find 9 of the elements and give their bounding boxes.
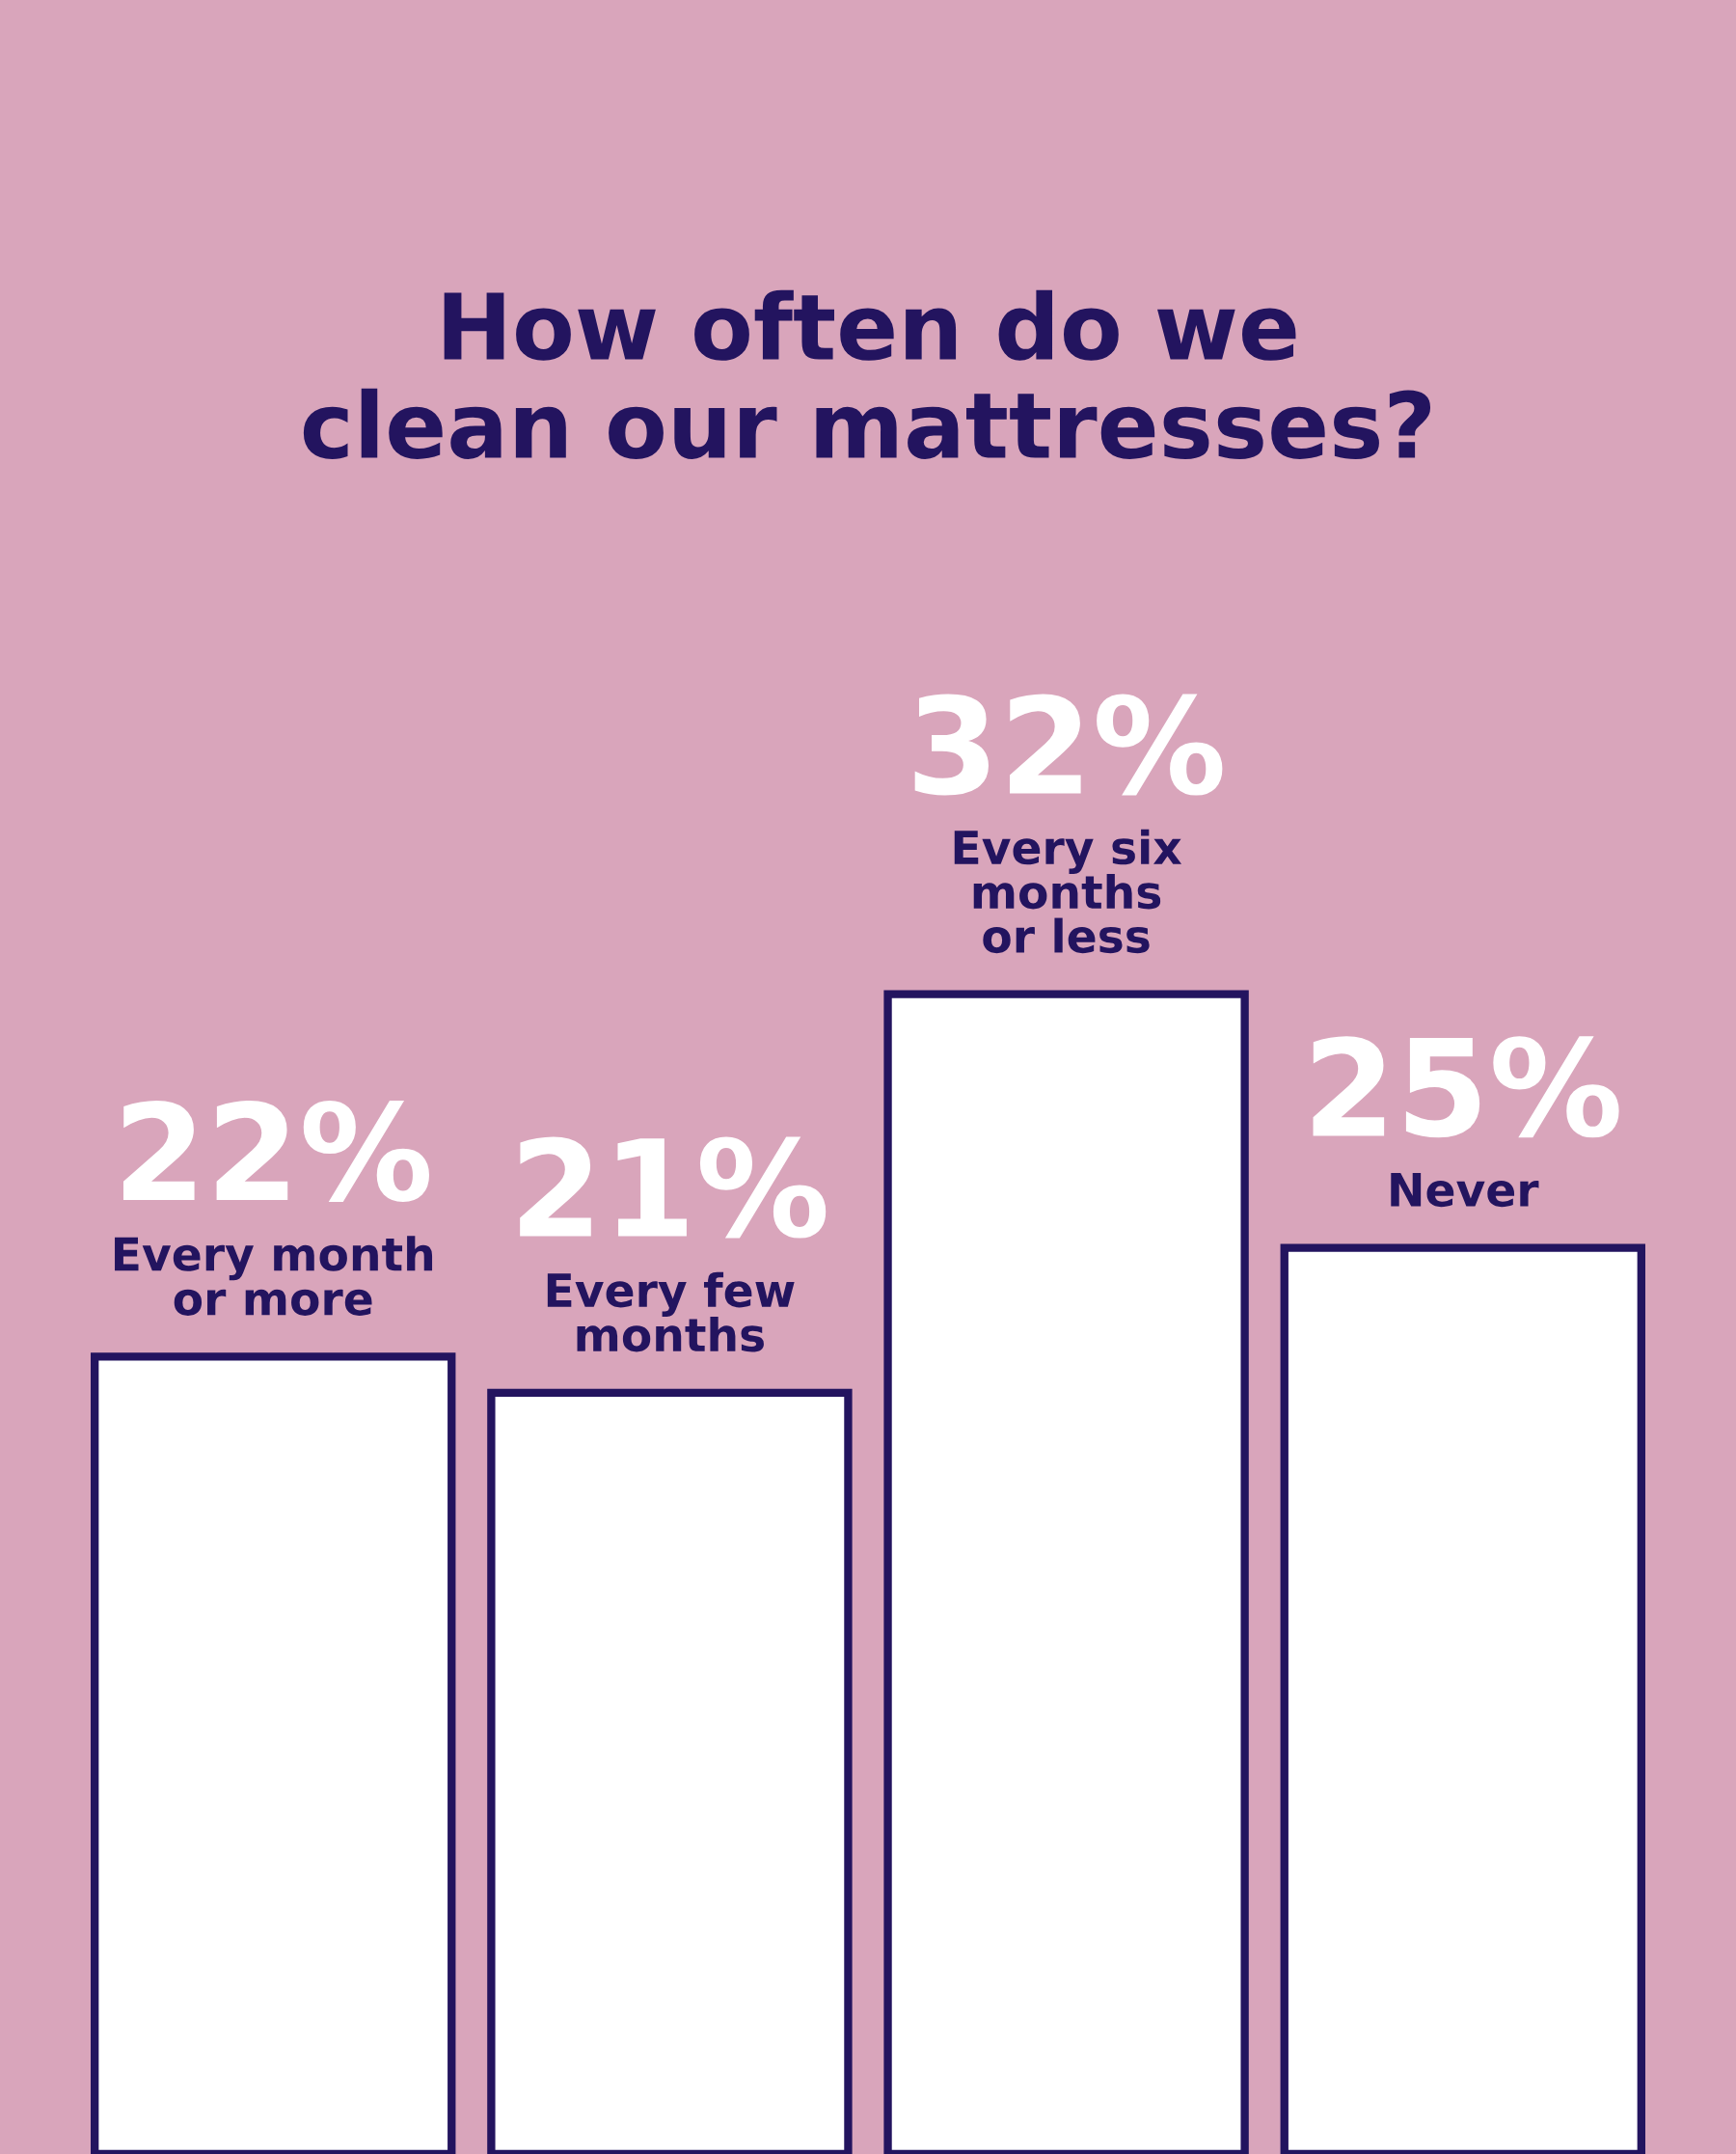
x-tick-label: Every six months or less	[954, 829, 1182, 954]
x-tick-label: Every month or more	[115, 1236, 433, 1316]
chart-title: How often do we clean our mattresses?	[303, 289, 1431, 459]
x-tick-label: Never	[1391, 1173, 1539, 1208]
data-label: 25%	[1313, 1036, 1619, 1138]
data-label: 32%	[914, 694, 1223, 796]
data-label: 22%	[122, 1100, 430, 1203]
data-label: 21%	[520, 1136, 827, 1239]
x-tick-label: Every few months	[547, 1271, 795, 1352]
